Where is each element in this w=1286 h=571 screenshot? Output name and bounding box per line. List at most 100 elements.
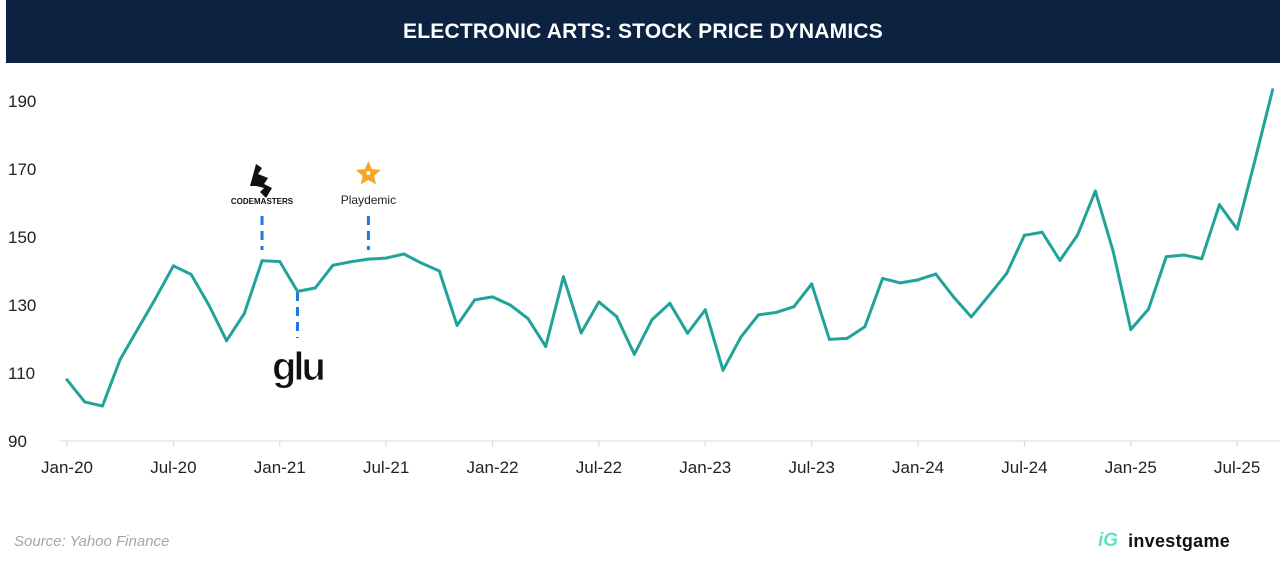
glu-logo-icon: glu [272,345,324,389]
data-point [898,281,902,285]
data-point [1076,233,1080,237]
data-point [703,308,707,312]
y-tick-label: 90 [8,432,27,451]
x-tick-label: Jul-22 [576,458,622,477]
data-point [349,260,353,264]
data-point [579,331,583,335]
data-point [491,295,495,299]
x-tick-label: Jul-21 [363,458,409,477]
data-point [473,298,477,302]
data-point [1182,253,1186,257]
data-point [615,315,619,319]
data-point [1164,255,1168,259]
data-point [1217,203,1221,207]
annotation-playdemic: Playdemic [341,161,396,250]
data-point [278,259,282,263]
data-point [189,272,193,276]
series-line [65,89,1275,408]
data-point [136,327,140,331]
x-tick-label: Jan-21 [254,458,306,477]
data-point [969,315,973,319]
y-tick-label: 150 [8,228,36,247]
data-point [668,301,672,305]
data-point [1005,271,1009,275]
data-point [561,275,565,279]
data-point [437,269,441,273]
data-point [934,272,938,276]
data-point [331,263,335,267]
data-point [100,404,104,408]
data-point [792,305,796,309]
investgame-logo: iG investgame [1098,530,1230,552]
x-tick-label: Jul-23 [789,458,835,477]
data-point [420,261,424,265]
source-note: Source: Yahoo Finance [14,533,170,550]
x-tick-label: Jan-22 [467,458,519,477]
data-point [916,278,920,282]
brand-name: investgame [1128,530,1231,551]
data-point [544,344,548,348]
data-point [1093,189,1097,193]
data-point [632,352,636,356]
x-tick-label: Jan-25 [1105,458,1157,477]
data-point [1058,258,1062,262]
x-tick-label: Jan-24 [892,458,944,477]
data-point [83,400,87,404]
x-tick-label: Jan-23 [679,458,731,477]
data-point [756,313,760,317]
data-point [225,339,229,343]
y-tick-label: 130 [8,296,36,315]
svg-text:Playdemic: Playdemic [341,193,396,207]
data-point [65,378,69,382]
data-point [366,257,370,261]
data-point [1111,249,1115,253]
data-point [1129,327,1133,331]
data-point [827,337,831,341]
data-point [295,289,299,293]
y-tick-label: 170 [8,160,36,179]
data-point [597,300,601,304]
data-point [987,293,991,297]
svg-text:CODEMASTERS: CODEMASTERS [231,197,294,206]
y-tick-label: 190 [8,92,36,111]
annotation-glu: glu [271,292,327,390]
y-tick-label: 110 [8,364,35,383]
data-point [721,368,725,372]
data-point [1147,307,1151,311]
data-point [171,264,175,268]
data-point [508,303,512,307]
data-point [686,331,690,335]
data-point [863,325,867,329]
data-point [1040,230,1044,234]
data-point [1022,233,1026,237]
codemasters-logo-icon [250,164,273,198]
data-point [650,318,654,322]
data-point [207,303,211,307]
data-point [774,310,778,314]
data-point [1271,88,1275,92]
data-point [402,252,406,256]
data-point [952,295,955,299]
x-tick-label: Jul-25 [1214,458,1260,477]
data-point [242,312,246,315]
x-tick-label: Jan-20 [41,458,93,477]
data-point [526,317,530,321]
data-point [1253,159,1257,162]
data-point [154,296,158,300]
annotation-codemasters: CODEMASTERS [231,164,294,250]
chart-title: ELECTRONIC ARTS: STOCK PRICE DYNAMICS [6,0,1280,63]
data-point [881,276,885,280]
data-point [313,286,317,290]
playdemic-star-icon [356,161,381,185]
data-point [1235,227,1239,231]
investgame-mark-icon: iG [1098,530,1119,551]
data-point [118,357,122,361]
data-point [1200,257,1204,261]
data-point [260,259,264,263]
data-point [455,323,459,327]
x-tick-label: Jul-24 [1001,458,1047,477]
data-point [739,335,743,339]
data-point [845,336,849,340]
data-point [384,256,388,260]
